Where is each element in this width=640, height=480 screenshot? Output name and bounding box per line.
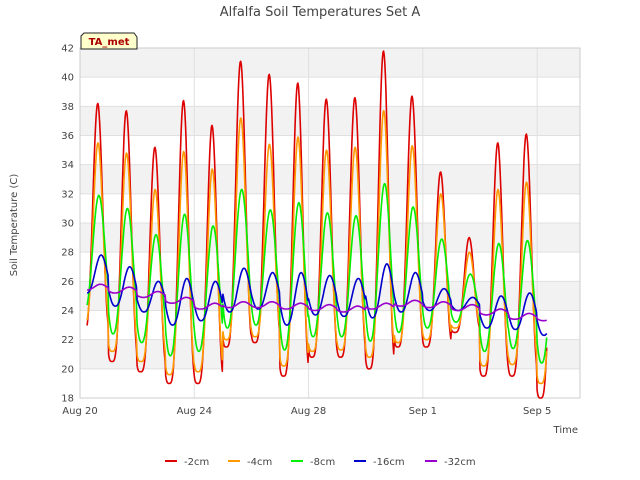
x-tick-label: Sep 1 bbox=[409, 406, 437, 417]
y-axis-label: Soil Temperature (C) bbox=[9, 174, 20, 277]
y-tick-label: 36 bbox=[61, 131, 74, 142]
x-tick-label: Aug 24 bbox=[177, 406, 212, 417]
y-tick-label: 18 bbox=[61, 394, 74, 405]
x-axis-ticks: Aug 20 Aug 24 Aug 28 Sep 1 Sep 5 bbox=[62, 406, 551, 417]
y-tick-label: 20 bbox=[61, 364, 74, 375]
series-line-minus-16cm bbox=[86, 254, 548, 337]
x-tick-label: Aug 28 bbox=[291, 406, 326, 417]
legend: -2cm -4cm -8cm -16cm -32cm bbox=[165, 457, 476, 468]
grid-band bbox=[80, 48, 580, 78]
annotation-box-shape bbox=[80, 32, 138, 50]
y-axis-ticks: 18 20 22 24 26 28 30 32 34 36 38 40 42 bbox=[61, 44, 74, 405]
x-axis-label: Time bbox=[553, 425, 578, 436]
series-lines bbox=[86, 50, 548, 399]
y-tick-label: 38 bbox=[61, 102, 74, 113]
grid-band bbox=[80, 339, 580, 369]
y-tick-label: 30 bbox=[61, 219, 74, 230]
chart-title: Alfalfa Soil Temperatures Set A bbox=[220, 5, 421, 20]
series-line-minus-4cm bbox=[86, 110, 548, 385]
y-tick-label: 34 bbox=[61, 160, 74, 171]
x-tick-label: Aug 20 bbox=[62, 406, 97, 417]
annotation-label: TA_met bbox=[89, 37, 130, 48]
series-line-minus-32cm bbox=[86, 283, 547, 322]
y-tick-label: 26 bbox=[61, 277, 74, 288]
plot-area-border bbox=[79, 47, 581, 399]
y-tick-label: 40 bbox=[61, 73, 74, 84]
y-tick-label: 42 bbox=[61, 44, 74, 55]
legend-label: -8cm bbox=[310, 457, 335, 468]
annotation-box: TA_met bbox=[80, 32, 138, 50]
legend-label: -4cm bbox=[247, 457, 272, 468]
x-tick-label: Sep 5 bbox=[523, 406, 551, 417]
y-tick-label: 24 bbox=[61, 306, 74, 317]
y-tick-label: 32 bbox=[61, 189, 74, 200]
legend-label: -32cm bbox=[444, 457, 476, 468]
legend-label: -2cm bbox=[184, 457, 209, 468]
series-line-minus-8cm bbox=[86, 182, 548, 364]
y-tick-label: 28 bbox=[61, 248, 74, 259]
grid-band bbox=[80, 106, 580, 136]
legend-label: -16cm bbox=[373, 457, 405, 468]
y-tick-label: 22 bbox=[61, 335, 74, 346]
